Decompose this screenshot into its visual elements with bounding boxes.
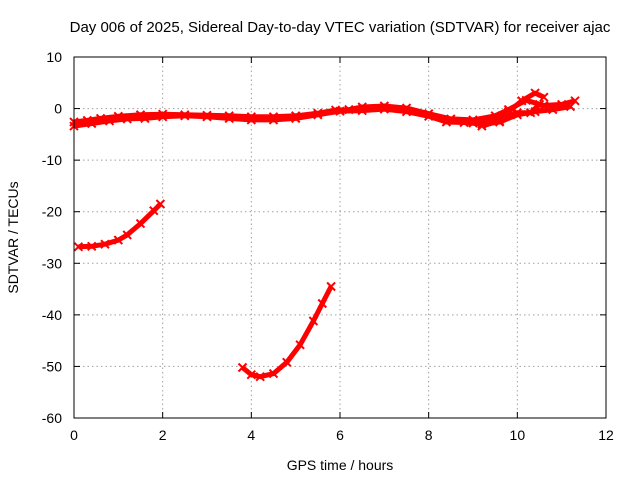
data-point <box>268 115 279 125</box>
data-point <box>335 106 345 116</box>
data-point <box>86 118 97 129</box>
data-point <box>113 235 124 245</box>
y-tick-label: -60 <box>42 410 62 426</box>
data-point <box>155 199 166 209</box>
y-tick-label: -50 <box>42 358 62 374</box>
data-point <box>565 101 576 112</box>
data-point <box>122 114 132 124</box>
data-point <box>477 121 487 131</box>
data-point <box>202 112 212 122</box>
data-point <box>357 105 367 116</box>
data-point <box>534 99 545 110</box>
data-point <box>379 104 390 114</box>
data-point <box>255 371 265 382</box>
data-point <box>308 316 319 326</box>
x-tick-label: 8 <box>425 427 433 443</box>
data-point <box>539 92 549 102</box>
data-point <box>525 107 536 118</box>
data-point <box>100 239 110 249</box>
data-point <box>313 110 323 120</box>
x-tick-label: 2 <box>159 427 167 443</box>
data-point <box>237 362 248 373</box>
data-point <box>246 369 257 380</box>
data-point <box>73 242 84 252</box>
data-point <box>104 116 115 126</box>
y-tick-label: -20 <box>42 204 62 220</box>
y-tick-label: 10 <box>46 49 62 65</box>
data-point <box>441 117 452 127</box>
data-point <box>468 118 478 128</box>
x-tick-label: 4 <box>247 427 255 443</box>
y-tick-label: -40 <box>42 307 62 323</box>
data-point <box>548 104 558 115</box>
data-point <box>268 368 279 379</box>
y-tick-label: 0 <box>54 101 62 117</box>
data-point <box>122 230 132 240</box>
data-point <box>157 112 168 122</box>
data-point <box>290 113 301 124</box>
y-axis-label: SDTVAR / TECUs <box>5 181 21 293</box>
data-point <box>295 340 305 350</box>
data-point <box>317 298 328 309</box>
chart-title: Day 006 of 2025, Sidereal Day-to-day VTE… <box>70 19 611 36</box>
data-point <box>512 107 523 118</box>
data-point <box>246 115 257 125</box>
data-point <box>401 106 412 117</box>
data-point <box>135 218 146 229</box>
y-tick-label: -30 <box>42 255 62 271</box>
data-point <box>459 117 469 128</box>
data-point <box>517 96 527 106</box>
axes: 0 2 4 6 8 10 12 -60 -50 -40 -30 -20 -10 0 10 <box>42 49 614 443</box>
data-point <box>224 113 234 124</box>
data-point <box>140 113 150 124</box>
x-tick-label: 6 <box>336 427 344 443</box>
y-tick-label: -10 <box>42 152 62 168</box>
x-axis-label: GPS time / hours <box>287 457 394 473</box>
x-tick-label: 0 <box>70 427 78 443</box>
data-marks <box>69 88 580 382</box>
x-tick-label: 12 <box>598 427 614 443</box>
data-point <box>86 241 97 252</box>
data-point <box>326 281 336 292</box>
data-point <box>423 111 434 122</box>
data-point <box>530 88 540 98</box>
data-point <box>282 357 292 368</box>
data-point <box>180 111 190 121</box>
x-tick-label: 10 <box>510 427 526 443</box>
data-point <box>494 116 505 126</box>
